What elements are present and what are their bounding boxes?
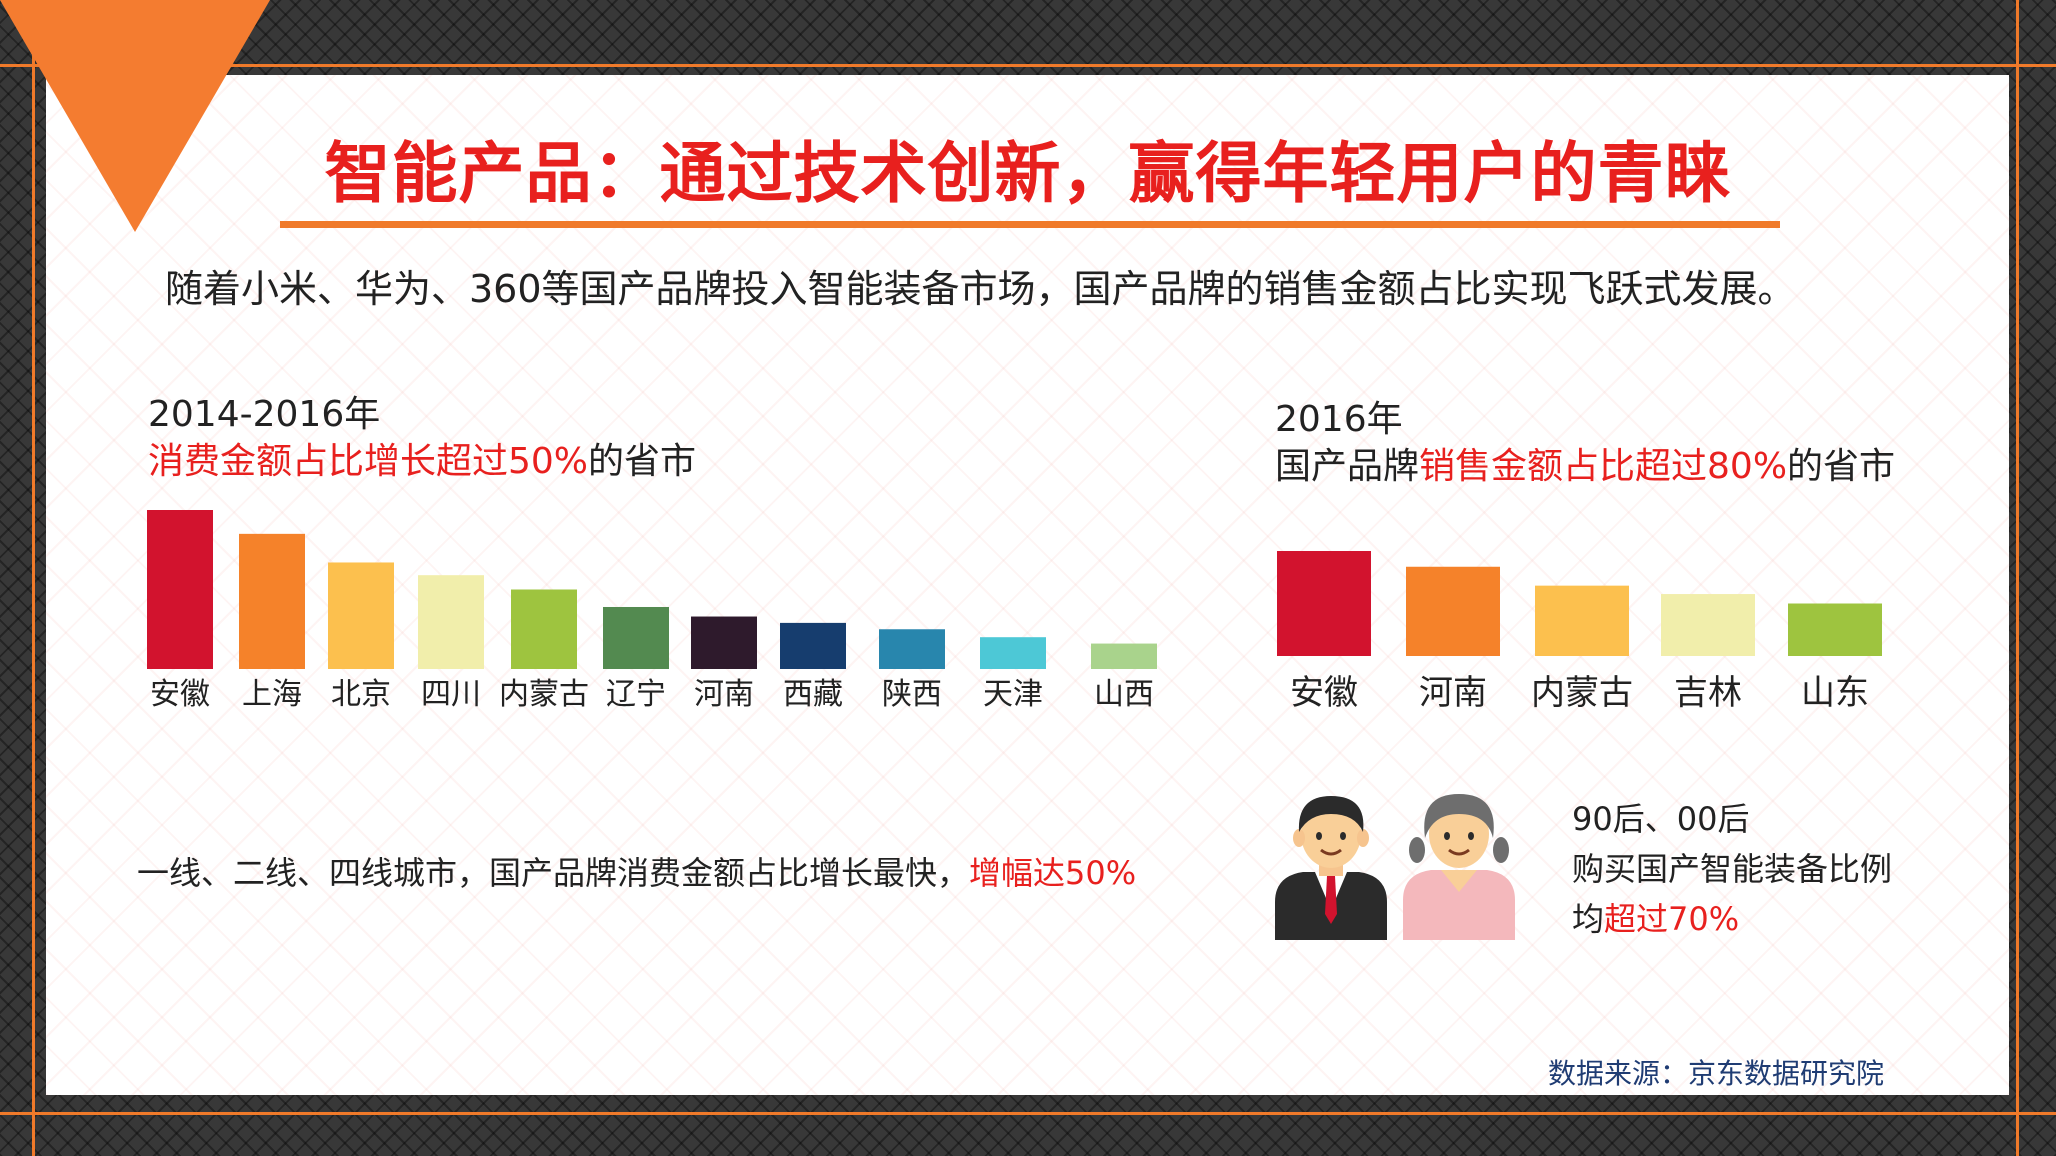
right-heading-highlight: 销售金额占比超过80% [1419,446,1788,487]
left-bar-11 [1091,643,1157,669]
left-note: 一线、二线、四线城市，国产品牌消费金额占比增长最快，增幅达50% [137,848,1136,894]
left-bar-8 [780,622,846,669]
left-heading-highlight: 消费金额占比增长超过50% [148,441,589,482]
frame-line-top [0,64,2056,67]
left-tick-label-2: 上海 [242,677,302,712]
left-note-text: 一线、二线、四线城市，国产品牌消费金额占比增长最快， [137,854,970,892]
left-bar-7 [691,616,757,669]
left-tick-label-10: 天津 [983,677,1043,712]
left-bar-3 [328,562,394,669]
left-bar-9 [879,629,945,669]
left-heading-year: 2014-2016年 [148,394,381,435]
content-panel [46,75,2009,1095]
left-tick-label-4: 四川 [421,677,481,712]
title-underline [280,221,1780,228]
left-bar-1 [147,510,213,669]
stat-line-3: 均超过70% [1572,894,1739,940]
right-heading: 国产品牌销售金额占比超过80%的省市 [1275,437,1895,489]
left-bar-6 [603,606,669,669]
left-tick-label-9: 陕西 [882,677,942,712]
subtitle: 随着小米、华为、360等国产品牌投入智能装备市场，国产品牌的销售金额占比实现飞跃… [165,267,1796,311]
stat-line-3-highlight: 超过70% [1604,900,1740,938]
right-tick-label-1: 安徽 [1290,673,1358,713]
source-note: 数据来源：京东数据研究院 [1548,1057,1885,1090]
left-bar-5 [511,589,577,669]
left-tick-label-1: 安徽 [150,677,210,712]
right-heading-prefix: 国产品牌 [1275,446,1420,487]
right-bar-3 [1535,585,1629,656]
woman-icon [1403,794,1515,940]
right-heading-year: 2016年 [1275,399,1403,440]
left-tick-label-11: 山西 [1094,677,1154,712]
left-note-highlight: 增幅达50% [969,854,1137,892]
stat-line-1: 90后、00后 [1572,800,1750,838]
left-heading-tail: 的省市 [588,441,697,482]
right-bar-4 [1661,594,1755,656]
frame-line-left [32,0,35,1156]
page-title: 智能产品：通过技术创新，赢得年轻用户的青睐 [324,135,1732,212]
left-heading: 消费金额占比增长超过50%的省市 [148,432,696,484]
stat-line-3-prefix: 均 [1572,900,1605,938]
right-tick-label-3: 内蒙古 [1531,673,1633,713]
right-tick-label-2: 河南 [1419,673,1487,713]
right-bar-1 [1277,551,1371,656]
left-bar-4 [418,575,484,669]
left-tick-label-7: 河南 [694,677,754,712]
frame-line-right [2016,0,2019,1156]
right-tick-label-5: 山东 [1801,673,1869,713]
right-tick-label-4: 吉林 [1674,673,1742,713]
man-in-suit-icon [1275,796,1387,940]
left-tick-label-8: 西藏 [783,677,843,712]
right-bar-2 [1406,566,1500,656]
left-tick-label-5: 内蒙古 [499,677,589,712]
right-bar-5 [1788,603,1882,656]
right-heading-tail: 的省市 [1787,446,1896,487]
left-tick-label-3: 北京 [331,677,391,712]
left-tick-label-6: 辽宁 [606,677,666,712]
left-bar-2 [239,533,305,669]
left-bar-10 [980,637,1046,669]
stat-line-2: 购买国产智能装备比例 [1572,850,1893,888]
frame-line-bottom [0,1112,2056,1115]
